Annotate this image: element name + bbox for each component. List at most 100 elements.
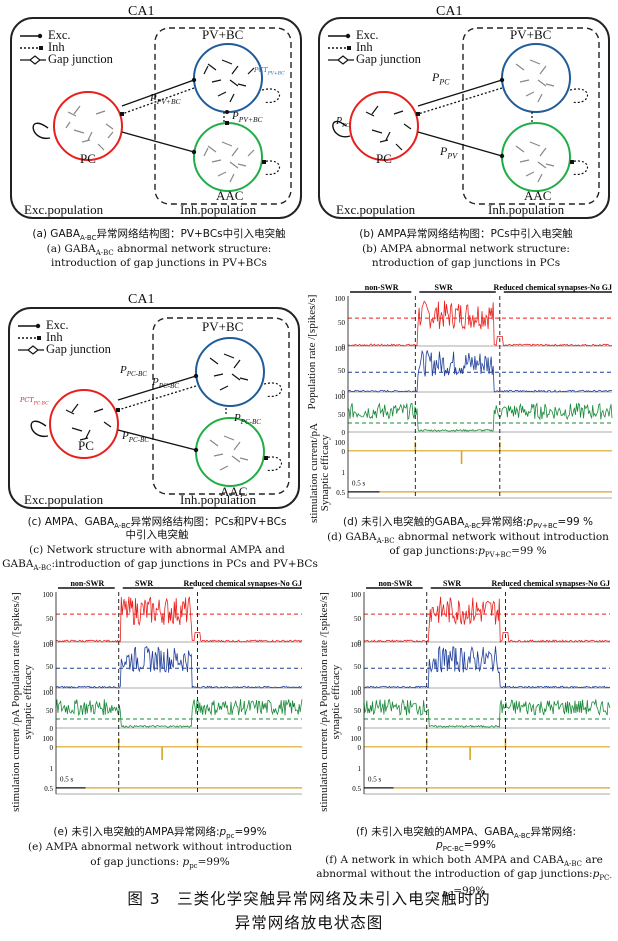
caption-b-zh: (b) AMPA异常网络结构图：PCs中引入电突触: [359, 228, 573, 240]
legend-inh: Inh: [46, 330, 63, 344]
tick-eff-0.5: 0.5: [44, 785, 53, 793]
tick-0: 0: [342, 429, 346, 437]
pc-self-label: PPC: [336, 116, 350, 129]
legend: Exc. Inh Gap junction: [48, 29, 113, 66]
prob-pc: PPC: [432, 70, 450, 87]
ylabel-eff-e: synaptic efficacy: [22, 664, 34, 740]
pc-node: [53, 91, 123, 161]
legend-inh: Inh: [356, 40, 373, 54]
tick-100: 100: [43, 689, 54, 697]
prob-1: PPC-BC: [120, 364, 147, 379]
legend-inh: Inh: [48, 40, 65, 54]
trace-pv: [363, 646, 611, 689]
pc-label: PC: [80, 151, 96, 166]
panel-a-diagram: [10, 17, 302, 219]
panel-d-chart: non-SWR SWR Reduced chemical synapses-No G…: [335, 283, 613, 499]
legend: Exc. Inh Gap junction: [356, 28, 421, 66]
tick-0: 0: [50, 685, 54, 693]
panel-e-chart: non-SWR SWR Reduced chemical synapses-No G…: [43, 579, 303, 795]
phase-label-swr: SWR: [443, 579, 461, 588]
tick-0: 0: [50, 744, 54, 752]
scale-label: 0.5 s: [368, 775, 382, 783]
tick-100: 100: [43, 735, 54, 743]
tick-100: 100: [43, 591, 54, 599]
legend-gap: Gap junction: [356, 52, 421, 66]
tick-50: 50: [338, 411, 346, 419]
tick-0: 0: [50, 725, 54, 733]
ylabel-top-e: Population rate /[spikes/s]: [10, 592, 22, 708]
tick-0: 0: [342, 343, 346, 351]
tick-50: 50: [338, 367, 346, 375]
phase-label-nonswr: non-SWR: [70, 579, 104, 588]
caption-c-en-1: (c) Network structure with abnormal AMPA…: [29, 544, 285, 556]
panel-c-title: CA1: [128, 292, 155, 307]
caption-e-zh: (e) 未引入电突触的AMPA异常网络:ppc=99%: [53, 826, 267, 841]
pct-label: PCTPV+BC: [254, 66, 285, 77]
figure-title-line-2: 异常网络放电状态图: [234, 914, 384, 932]
prob-pc-pv: PPV+BC: [150, 92, 181, 107]
tick-100: 100: [335, 345, 346, 353]
panel-b-title: CA1: [436, 4, 463, 19]
ylabel-f: stimulation current /pA Population rate …: [310, 590, 350, 820]
pct-label: PCTPC-BC: [20, 396, 49, 407]
caption-d-zh: (d) 未引入电突触的GABAA-BC异常网络:pPV+BC=99 %: [342, 516, 594, 531]
tick-100: 100: [351, 689, 362, 697]
phase-label-reduced: Reduced chemical synapses-No GJ: [492, 579, 610, 588]
pv-label: PV+BC: [202, 319, 244, 334]
ca1-frame: [10, 17, 302, 219]
tick-100: 100: [335, 393, 346, 401]
caption-f-en-2: abnormal without the introduction of gap…: [316, 868, 612, 900]
panel-c-diagram: [8, 307, 300, 509]
inh-population-label: Inh.population: [488, 202, 565, 217]
trace-aac: [347, 402, 613, 432]
ylabel-top-d: Population rate /[spikes/s]: [306, 294, 318, 410]
exc-population-label: Exc.population: [336, 202, 416, 217]
caption-f-en-1: (f) A network in which both AMPA and CAB…: [325, 854, 603, 869]
tick-0: 0: [358, 685, 362, 693]
aac-label: AAC: [524, 188, 552, 203]
ylabel-bottom-e: stimulation current /pA: [10, 709, 22, 812]
panel-f-chart: non-SWR SWR Reduced chemical synapses-No G…: [351, 579, 611, 795]
scale-label: 0.5 s: [60, 775, 74, 783]
tick-eff-1: 1: [50, 765, 54, 773]
tick-0: 0: [358, 725, 362, 733]
panel-a-title: CA1: [128, 4, 155, 19]
tick-50: 50: [46, 663, 54, 671]
ylabel-top-f: Population rate /[spikes/s]: [318, 592, 330, 708]
tick-100: 100: [335, 295, 346, 303]
tick-50: 50: [354, 615, 362, 623]
tick-100: 100: [351, 735, 362, 743]
prob-2: PPC-BC: [152, 376, 179, 391]
legend: Exc. Inh Gap junction: [46, 319, 111, 356]
inh-population-box: [154, 27, 292, 205]
ylabel-d-bottom: stimulation current/pA Synaptic efficacy: [304, 423, 331, 523]
trace-aac: [55, 699, 303, 728]
prob-4: PPC-BC: [122, 430, 149, 445]
caption-d-en-2: of gap junctions:pPV+BC=99 %: [389, 545, 547, 560]
aac-label: AAC: [216, 188, 244, 203]
tick-100: 100: [335, 439, 346, 447]
pc-label: PC: [376, 151, 392, 166]
tick-100: 100: [43, 641, 54, 649]
phase-label-nonswr: non-SWR: [378, 579, 412, 588]
trace-aac: [363, 698, 611, 729]
caption-c-en-2: GABAA-BC:introduction of gap junctions i…: [2, 558, 318, 573]
caption-a-zh: (a) GABAA-BC异常网络结构图：PV+BCs中引入电突触: [32, 228, 286, 243]
tick-50: 50: [46, 707, 54, 715]
figure-title-line-1: 图 3 三类化学突触异常网络及未引入电突触时的: [127, 890, 491, 908]
legend-exc: Exc.: [356, 28, 379, 42]
tick-50: 50: [354, 707, 362, 715]
ylabel-eff-d: Synaptic efficacy: [319, 434, 331, 512]
caption-f-zh-1: (f) 未引入电突触的AMPA、GABAA-BC异常网络:: [355, 826, 577, 841]
tick-100: 100: [351, 641, 362, 649]
inh-population-label: Inh.population: [180, 492, 257, 507]
prob-3: PPC-BC: [234, 412, 261, 427]
tick-eff-0.5: 0.5: [336, 489, 345, 497]
caption-e-en-2: of gap junctions: ppc=99%: [90, 856, 230, 871]
phase-label-swr: SWR: [135, 579, 153, 588]
caption-f-zh-2: pPC-BC=99%: [436, 839, 496, 854]
caption-b-en-1: (b) AMPA abnormal network structure:: [362, 243, 570, 255]
caption-c-zh-2: 中引入电突触: [125, 529, 189, 541]
tick-100: 100: [351, 591, 362, 599]
tick-eff-1: 1: [358, 765, 362, 773]
